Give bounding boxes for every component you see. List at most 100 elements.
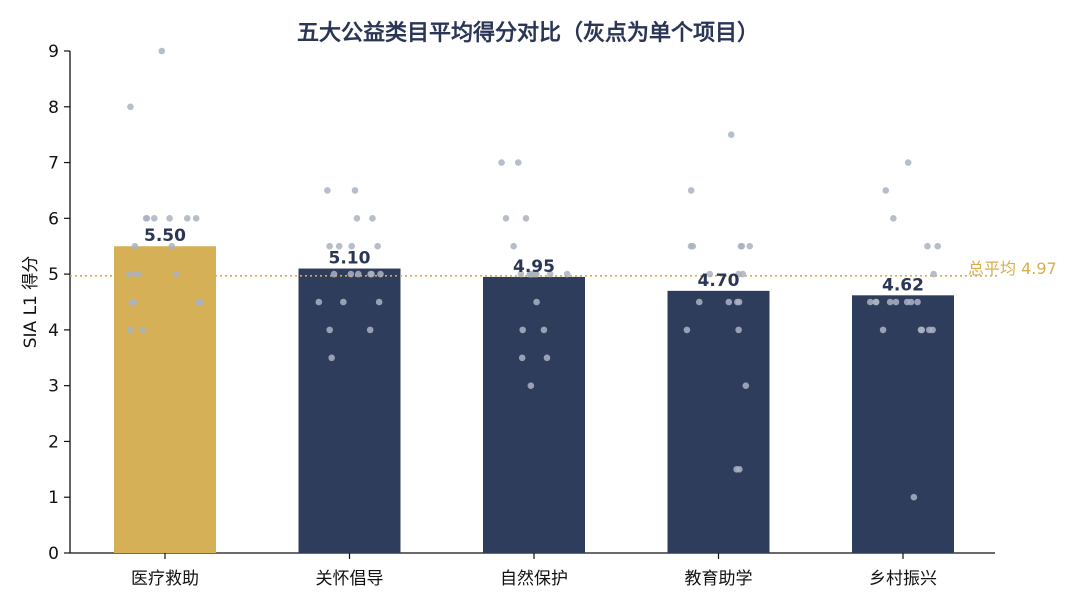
data-point xyxy=(904,159,912,166)
y-tick-label: 7 xyxy=(48,154,59,174)
data-points xyxy=(126,47,942,501)
data-point xyxy=(879,326,887,334)
data-point xyxy=(143,215,151,222)
x-tick-label: 教育助学 xyxy=(685,569,753,589)
data-point xyxy=(687,187,695,194)
data-point xyxy=(924,242,931,250)
chart-title: 五大公益类目平均得分对比（灰点为单个项目） xyxy=(297,20,759,46)
data-point xyxy=(127,103,134,111)
bar-value-label: 4.70 xyxy=(698,271,740,291)
data-point xyxy=(689,242,697,250)
x-tick-label: 医疗救助 xyxy=(131,569,199,589)
x-tick-label: 自然保护 xyxy=(500,569,568,589)
data-point xyxy=(375,298,383,306)
data-point xyxy=(166,215,173,222)
data-point xyxy=(918,326,926,334)
data-point xyxy=(517,270,525,278)
tick-labels: 0 1 2 3 4 5 6 7 8 9 医疗救助 关怀倡导 自然保护 教育助学 乡村振兴 xyxy=(48,42,937,589)
data-point xyxy=(150,215,158,222)
y-axis-label: SIA L1 得分 xyxy=(21,256,41,349)
data-point xyxy=(695,298,703,306)
data-point xyxy=(929,326,936,334)
y-tick-label: 4 xyxy=(48,321,59,341)
data-point xyxy=(139,326,147,334)
data-point xyxy=(533,298,540,306)
data-point xyxy=(130,298,138,306)
data-point xyxy=(158,47,166,55)
data-point xyxy=(168,242,176,250)
data-point xyxy=(527,270,534,278)
data-point xyxy=(183,215,191,222)
data-point xyxy=(742,382,750,389)
data-point xyxy=(914,298,921,306)
data-point xyxy=(527,382,535,389)
y-tick-label: 3 xyxy=(48,377,59,397)
data-point xyxy=(374,242,381,250)
data-point xyxy=(377,270,384,278)
data-point xyxy=(347,270,355,278)
data-point xyxy=(892,298,900,306)
data-point xyxy=(366,326,374,334)
y-tick-label: 8 xyxy=(48,98,59,118)
y-tick-label: 9 xyxy=(48,42,59,62)
data-point xyxy=(746,242,754,250)
overall-mean-label: 总平均 4.97 xyxy=(968,259,1057,278)
data-point xyxy=(727,131,735,138)
data-point xyxy=(510,242,517,250)
data-point xyxy=(882,187,890,194)
data-point xyxy=(326,242,333,250)
bar-value-label: 5.10 xyxy=(329,249,371,269)
data-point xyxy=(903,298,911,306)
data-point xyxy=(328,354,335,362)
y-tick-label: 0 xyxy=(48,544,59,564)
data-point xyxy=(872,298,880,306)
data-point xyxy=(192,215,200,222)
data-point xyxy=(543,354,551,362)
data-point xyxy=(540,326,548,334)
data-point xyxy=(738,242,746,250)
x-tick-label: 乡村振兴 xyxy=(869,569,937,589)
data-point xyxy=(315,298,323,306)
data-point xyxy=(866,298,874,306)
data-point xyxy=(736,466,743,473)
y-tick-label: 5 xyxy=(48,265,59,285)
data-point xyxy=(131,242,139,250)
data-point xyxy=(910,493,918,501)
data-point xyxy=(369,215,376,222)
data-point xyxy=(326,326,333,334)
data-point xyxy=(563,270,571,278)
data-point xyxy=(934,242,942,250)
data-point xyxy=(498,159,505,166)
data-point xyxy=(735,326,742,334)
data-point xyxy=(353,215,361,222)
data-point xyxy=(348,242,356,250)
data-point xyxy=(519,326,526,334)
bar-value-labels: 5.50 5.10 4.95 4.70 4.62 xyxy=(144,226,924,295)
data-point xyxy=(522,215,530,222)
y-tick-label: 1 xyxy=(48,488,59,508)
data-point xyxy=(340,298,347,306)
data-point xyxy=(324,187,331,194)
data-point xyxy=(886,298,894,306)
data-point xyxy=(683,326,691,334)
overall-mean: 总平均 4.97 xyxy=(70,259,1057,278)
y-tick-label: 2 xyxy=(48,432,59,452)
bar-value-label: 4.62 xyxy=(882,275,924,295)
bar xyxy=(852,295,954,553)
bars xyxy=(114,246,954,553)
data-point xyxy=(725,298,733,306)
data-point xyxy=(126,326,134,334)
bar xyxy=(114,246,216,553)
data-point xyxy=(735,298,743,306)
data-point xyxy=(367,270,374,278)
bar xyxy=(483,276,585,553)
x-tick-label: 关怀倡导 xyxy=(316,569,384,589)
data-point xyxy=(514,159,522,166)
bar xyxy=(667,290,770,553)
data-point xyxy=(890,215,897,222)
data-point xyxy=(532,270,540,278)
data-point xyxy=(197,298,205,306)
data-point xyxy=(502,215,510,222)
data-point xyxy=(518,354,526,362)
